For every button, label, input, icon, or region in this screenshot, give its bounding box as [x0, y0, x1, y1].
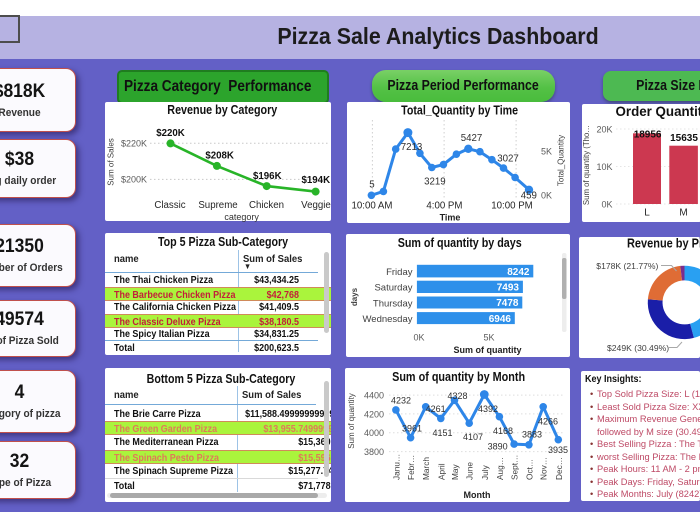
svg-text:Febr…: Febr… [406, 455, 416, 480]
svg-text:Revenue by Category: Revenue by Category [167, 103, 277, 117]
svg-text:6946: 6946 [489, 314, 512, 325]
svg-text:Sum of quantity (Tho…: Sum of quantity (Tho… [582, 125, 591, 205]
svg-text:459: 459 [521, 191, 537, 202]
svg-text:May: May [450, 463, 460, 480]
svg-text:Classic: Classic [154, 200, 185, 211]
svg-text:$194K: $194K [302, 175, 331, 186]
svg-text:Total_Quantity by Time: Total_Quantity by Time [401, 104, 518, 118]
svg-text:4266: 4266 [538, 417, 558, 427]
svg-text:category: category [224, 212, 259, 222]
svg-text:4392: 4392 [478, 404, 498, 414]
svg-text:Sept…: Sept… [510, 455, 520, 480]
svg-text:$208K: $208K [205, 150, 234, 161]
svg-text:10:00 PM: 10:00 PM [491, 201, 532, 212]
svg-text:Thursday: Thursday [373, 298, 413, 309]
svg-text:Dec…: Dec… [554, 457, 564, 480]
svg-text:$249K (30.49%): $249K (30.49%) [607, 343, 669, 353]
svg-text:3027: 3027 [497, 153, 519, 164]
svg-text:7493: 7493 [497, 283, 520, 294]
svg-text:$196K: $196K [253, 171, 282, 182]
svg-text:4168: 4168 [493, 426, 513, 436]
svg-text:M: M [679, 208, 687, 219]
svg-text:3935: 3935 [548, 445, 568, 455]
svg-text:0K: 0K [601, 199, 612, 209]
svg-text:3883: 3883 [522, 430, 542, 440]
svg-text:L: L [644, 207, 650, 218]
svg-text:Wednesday: Wednesday [363, 314, 413, 325]
svg-text:days: days [350, 287, 359, 306]
svg-text:3219: 3219 [424, 176, 446, 187]
svg-text:Sum of Sales: Sum of Sales [107, 138, 116, 186]
svg-text:7478: 7478 [496, 298, 519, 309]
svg-text:18956: 18956 [634, 129, 662, 140]
svg-text:$220K: $220K [121, 138, 147, 148]
svg-text:4000: 4000 [364, 428, 384, 438]
svg-text:Supreme: Supreme [198, 200, 237, 211]
svg-text:Sum of quantity by days: Sum of quantity by days [398, 236, 522, 250]
svg-text:3800: 3800 [364, 447, 384, 457]
svg-text:Chicken: Chicken [249, 200, 284, 211]
svg-text:Aug…: Aug… [495, 457, 505, 480]
svg-text:4107: 4107 [463, 432, 483, 442]
svg-text:10:00 AM: 10:00 AM [352, 201, 393, 212]
svg-text:3890: 3890 [488, 442, 508, 452]
svg-text:$220K: $220K [156, 128, 185, 139]
svg-text:Sum of quantity by Month: Sum of quantity by Month [392, 370, 525, 384]
svg-text:Time: Time [440, 212, 461, 222]
svg-text:4232: 4232 [391, 396, 411, 406]
svg-text:$200K: $200K [121, 174, 147, 184]
svg-text:4261: 4261 [426, 404, 446, 414]
svg-text:4151: 4151 [432, 428, 452, 438]
svg-text:June: June [465, 462, 475, 480]
svg-text:4200: 4200 [364, 409, 384, 419]
svg-text:7213: 7213 [401, 142, 423, 153]
svg-text:April: April [436, 463, 446, 480]
svg-text:Friday: Friday [386, 267, 413, 278]
svg-text:5K: 5K [541, 146, 552, 156]
svg-text:5: 5 [369, 180, 374, 191]
svg-text:Order Quantity b: Order Quantity b [616, 103, 700, 119]
svg-text:Sum of quantity: Sum of quantity [347, 393, 356, 449]
svg-text:Saturday: Saturday [374, 283, 412, 294]
svg-text:$178K (21.77%): $178K (21.77%) [596, 261, 658, 271]
svg-text:4400: 4400 [364, 391, 384, 401]
svg-text:5K: 5K [483, 333, 494, 343]
svg-text:4328: 4328 [447, 391, 467, 401]
svg-text:Veggie: Veggie [301, 200, 331, 211]
svg-text:Janu…: Janu… [391, 454, 401, 480]
svg-text:10K: 10K [596, 162, 612, 172]
svg-text:8242: 8242 [507, 267, 530, 278]
svg-text:Oct…: Oct… [524, 459, 534, 480]
svg-text:4:00 PM: 4:00 PM [426, 201, 462, 212]
svg-text:15635: 15635 [670, 133, 698, 144]
svg-text:0K: 0K [413, 332, 424, 342]
svg-text:March: March [421, 457, 431, 480]
svg-text:Nov…: Nov… [539, 457, 549, 480]
svg-text:3961: 3961 [402, 424, 422, 434]
svg-text:Total_Quantity: Total_Quantity [557, 135, 566, 186]
svg-text:Revenue by Pizz: Revenue by Pizz [627, 236, 700, 250]
svg-text:5427: 5427 [461, 133, 483, 144]
svg-text:0K: 0K [541, 191, 552, 201]
svg-text:Sum of quantity: Sum of quantity [454, 345, 522, 355]
svg-text:Month: Month [464, 490, 491, 500]
svg-text:20K: 20K [596, 124, 612, 134]
svg-text:July: July [480, 464, 490, 480]
